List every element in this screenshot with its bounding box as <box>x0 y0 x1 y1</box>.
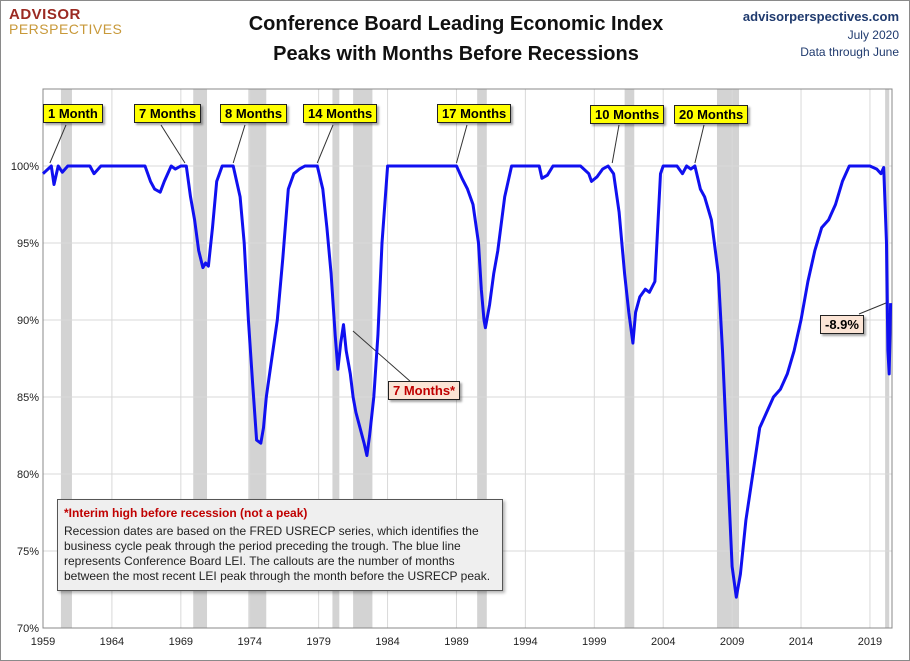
y-tick-label: 70% <box>17 623 39 635</box>
leader-line-6 <box>694 124 705 164</box>
x-tick-label: 2014 <box>789 636 813 648</box>
recession-band-0 <box>60 89 72 628</box>
callout-drawdown: -8.9% <box>820 315 864 334</box>
callout-1-month: 1 Month <box>43 104 103 123</box>
logo-line-2: PERSPECTIVES <box>9 21 123 37</box>
chart-title-line-2: Peaks with Months Before Recessions <box>273 43 639 65</box>
x-tick-label: 1969 <box>169 636 193 648</box>
y-tick-label: 85% <box>17 392 39 404</box>
y-tick-label: 80% <box>17 469 39 481</box>
recession-band-7 <box>716 89 740 628</box>
x-tick-label: 1994 <box>513 636 537 648</box>
recession-band-1 <box>193 89 208 628</box>
footnote-body: Recession dates are based on the FRED US… <box>64 524 491 583</box>
y-tick-label: 75% <box>17 546 39 558</box>
callout-leader-lines <box>49 124 887 383</box>
leader-line-drawdown <box>858 302 887 315</box>
y-tick-label: 95% <box>17 238 39 250</box>
logo-line-1: ADVISOR <box>9 6 81 23</box>
leader-line-1 <box>160 124 186 164</box>
x-tick-label: 2009 <box>720 636 744 648</box>
x-tick-label: 1984 <box>375 636 399 648</box>
leader-line-0 <box>49 124 67 164</box>
logo: ADVISOR PERSPECTIVES <box>9 7 122 36</box>
callout-14-months: 14 Months <box>303 104 378 123</box>
recession-band-6 <box>624 89 635 628</box>
source-through: Data through June <box>800 45 899 59</box>
callout-7-months: 7 Months <box>134 104 202 123</box>
x-tick-label: 1999 <box>582 636 606 648</box>
gridlines <box>42 89 892 629</box>
recession-band-2 <box>248 89 267 628</box>
callout-8-months: 8 Months <box>220 104 288 123</box>
recession-band-4 <box>353 89 373 628</box>
chart-title-line-1: Conference Board Leading Economic Index <box>248 13 664 35</box>
x-tick-label: 1974 <box>237 636 261 648</box>
leader-line-3 <box>316 124 334 164</box>
callout-20-months: 20 Months <box>674 105 749 124</box>
leader-line-interim <box>352 330 412 383</box>
lei-series-line <box>41 164 893 599</box>
x-tick-label: 1989 <box>444 636 468 648</box>
leader-line-2 <box>232 124 246 164</box>
callout-interim-7-months: 7 Months* <box>388 381 461 400</box>
x-tick-label: 1979 <box>306 636 330 648</box>
y-tick-label: 90% <box>17 315 39 327</box>
leader-line-4 <box>455 124 468 164</box>
footnote-title: *Interim high before recession (not a pe… <box>64 506 308 520</box>
leader-line-5 <box>611 124 620 164</box>
x-tick-label: 1959 <box>31 636 55 648</box>
footnote-box: *Interim high before recession (not a pe… <box>57 499 503 591</box>
x-tick-label: 2004 <box>651 636 675 648</box>
x-tick-label: 2019 <box>858 636 882 648</box>
callout-10-months: 10 Months <box>590 105 665 124</box>
callout-17-months: 17 Months <box>437 104 512 123</box>
recession-band-5 <box>477 89 487 628</box>
y-tick-label: 100% <box>11 161 39 173</box>
x-tick-label: 1964 <box>100 636 124 648</box>
axis-ticks: 70% 75% 80% 85% 90% 95% 100% 1959 1964 1969 1974 19… <box>11 161 882 648</box>
source-site: advisorperspectives.com <box>742 9 899 24</box>
source-date: July 2020 <box>847 28 899 42</box>
plot-area <box>42 88 893 629</box>
